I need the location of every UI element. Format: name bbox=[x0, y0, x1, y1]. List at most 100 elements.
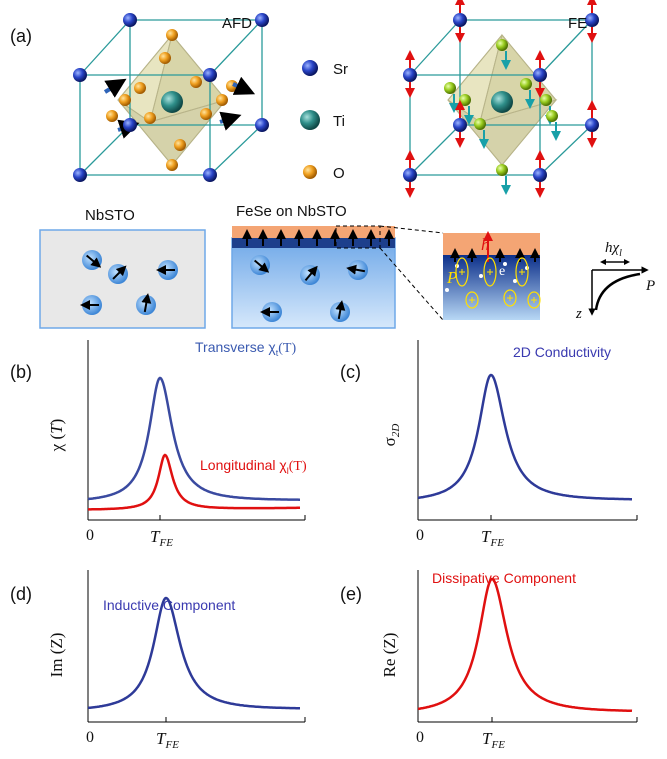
panel-label: (d) bbox=[10, 584, 32, 604]
atom bbox=[161, 91, 183, 113]
atom bbox=[203, 168, 217, 182]
atom bbox=[73, 168, 87, 182]
legend-ti: Ti bbox=[333, 113, 345, 130]
inset-hchi: hχl bbox=[605, 240, 622, 259]
atom bbox=[255, 118, 269, 132]
atom bbox=[403, 68, 417, 82]
curve bbox=[418, 375, 632, 499]
fese-label: FeSe on NbSTO bbox=[236, 203, 347, 220]
atom bbox=[73, 68, 87, 82]
atom bbox=[533, 68, 547, 82]
panel-label: (e) bbox=[340, 584, 362, 604]
line bbox=[80, 20, 130, 75]
line bbox=[210, 125, 262, 175]
y-label-part: Im (Z) bbox=[47, 633, 66, 678]
atom bbox=[546, 110, 558, 122]
x-tick-label: TFE bbox=[150, 527, 173, 549]
atom bbox=[255, 13, 269, 27]
annotation-part: (T) bbox=[289, 459, 307, 474]
inset-fese bbox=[443, 233, 540, 255]
x-tick-label: TFE bbox=[481, 527, 504, 549]
annotation: Longitudinal χl(T) bbox=[200, 457, 307, 476]
line bbox=[80, 125, 130, 175]
annotation-part: (T) bbox=[278, 341, 296, 356]
annotation: 2D Conductivity bbox=[513, 344, 611, 360]
inset-axis-z: z bbox=[575, 306, 582, 322]
atom bbox=[123, 118, 137, 132]
legend-o: O bbox=[333, 165, 345, 182]
atom bbox=[303, 165, 317, 179]
annotation-part: Longitudinal χ bbox=[200, 457, 287, 473]
y-axis-label: χ (T) bbox=[47, 419, 66, 453]
figure: (a) AFD FE Sr Ti O NbSTO FeSe on NbSTO h… bbox=[0, 0, 667, 759]
atom bbox=[144, 112, 156, 124]
atom bbox=[174, 139, 186, 151]
atom bbox=[216, 94, 228, 106]
atom bbox=[459, 94, 471, 106]
atom bbox=[190, 76, 202, 88]
annotation: Transverse χt(T) bbox=[195, 339, 296, 358]
x-tick-label: TFE bbox=[156, 729, 179, 751]
atom bbox=[203, 68, 217, 82]
profile-curve bbox=[596, 274, 640, 310]
atom bbox=[166, 29, 178, 41]
nbsto-label: NbSTO bbox=[85, 207, 135, 224]
electron bbox=[445, 288, 449, 292]
y-label-part: Re (Z) bbox=[380, 633, 399, 678]
line bbox=[410, 125, 460, 175]
panel-label: (c) bbox=[340, 362, 361, 382]
fe-label: FE bbox=[568, 15, 587, 32]
x-tick-sub: FE bbox=[158, 537, 173, 549]
curve bbox=[418, 579, 632, 711]
atom bbox=[159, 52, 171, 64]
y-label-part: χ ( bbox=[47, 434, 66, 453]
atom bbox=[453, 118, 467, 132]
inset-h: h bbox=[481, 235, 490, 254]
atom bbox=[123, 13, 137, 27]
annotation-part: 2D Conductivity bbox=[513, 344, 611, 360]
x-tick-label: 0 bbox=[416, 527, 424, 544]
atom bbox=[444, 82, 456, 94]
x-tick-sub: FE bbox=[490, 739, 505, 751]
x-tick-label: 0 bbox=[86, 729, 94, 746]
line bbox=[540, 125, 592, 175]
x-tick-label: TFE bbox=[482, 729, 505, 751]
x-tick-label: 0 bbox=[416, 729, 424, 746]
legend-sr: Sr bbox=[333, 61, 348, 78]
panel-a-art bbox=[40, 0, 645, 328]
atom bbox=[200, 108, 212, 120]
plots: (b) χ (T) 0 TFE Transverse χt(T) Longitudinal… bbox=[10, 339, 637, 751]
atom bbox=[496, 164, 508, 176]
panel-label: (b) bbox=[10, 362, 32, 382]
atom bbox=[540, 94, 552, 106]
atom bbox=[520, 78, 532, 90]
atom bbox=[119, 94, 131, 106]
atom bbox=[300, 110, 320, 130]
atom bbox=[491, 91, 513, 113]
y-axis-label: σ2D bbox=[380, 424, 402, 447]
x-tick-sub: FE bbox=[164, 739, 179, 751]
atom bbox=[496, 39, 508, 51]
y-label-part: ) bbox=[47, 419, 66, 425]
atom bbox=[474, 118, 486, 130]
atom bbox=[166, 159, 178, 171]
inset-e: e bbox=[499, 264, 505, 279]
annotation: Dissipative Component bbox=[432, 570, 576, 586]
atom bbox=[403, 168, 417, 182]
rotation-arrow bbox=[105, 84, 118, 92]
y-label-part: σ bbox=[380, 437, 399, 446]
atom bbox=[585, 118, 599, 132]
atom bbox=[533, 168, 547, 182]
atom bbox=[453, 13, 467, 27]
curve bbox=[88, 378, 300, 500]
atom bbox=[302, 60, 318, 76]
x-tick-label: 0 bbox=[86, 527, 94, 544]
x-tick-sub: FE bbox=[489, 537, 504, 549]
annotation-part: Dissipative Component bbox=[432, 570, 576, 586]
inset-p: P bbox=[446, 268, 457, 287]
rotation-arrow bbox=[220, 118, 232, 122]
y-axis-label: Im (Z) bbox=[47, 633, 66, 678]
curve bbox=[88, 598, 300, 708]
electron bbox=[479, 274, 483, 278]
afd-label: AFD bbox=[222, 15, 252, 32]
